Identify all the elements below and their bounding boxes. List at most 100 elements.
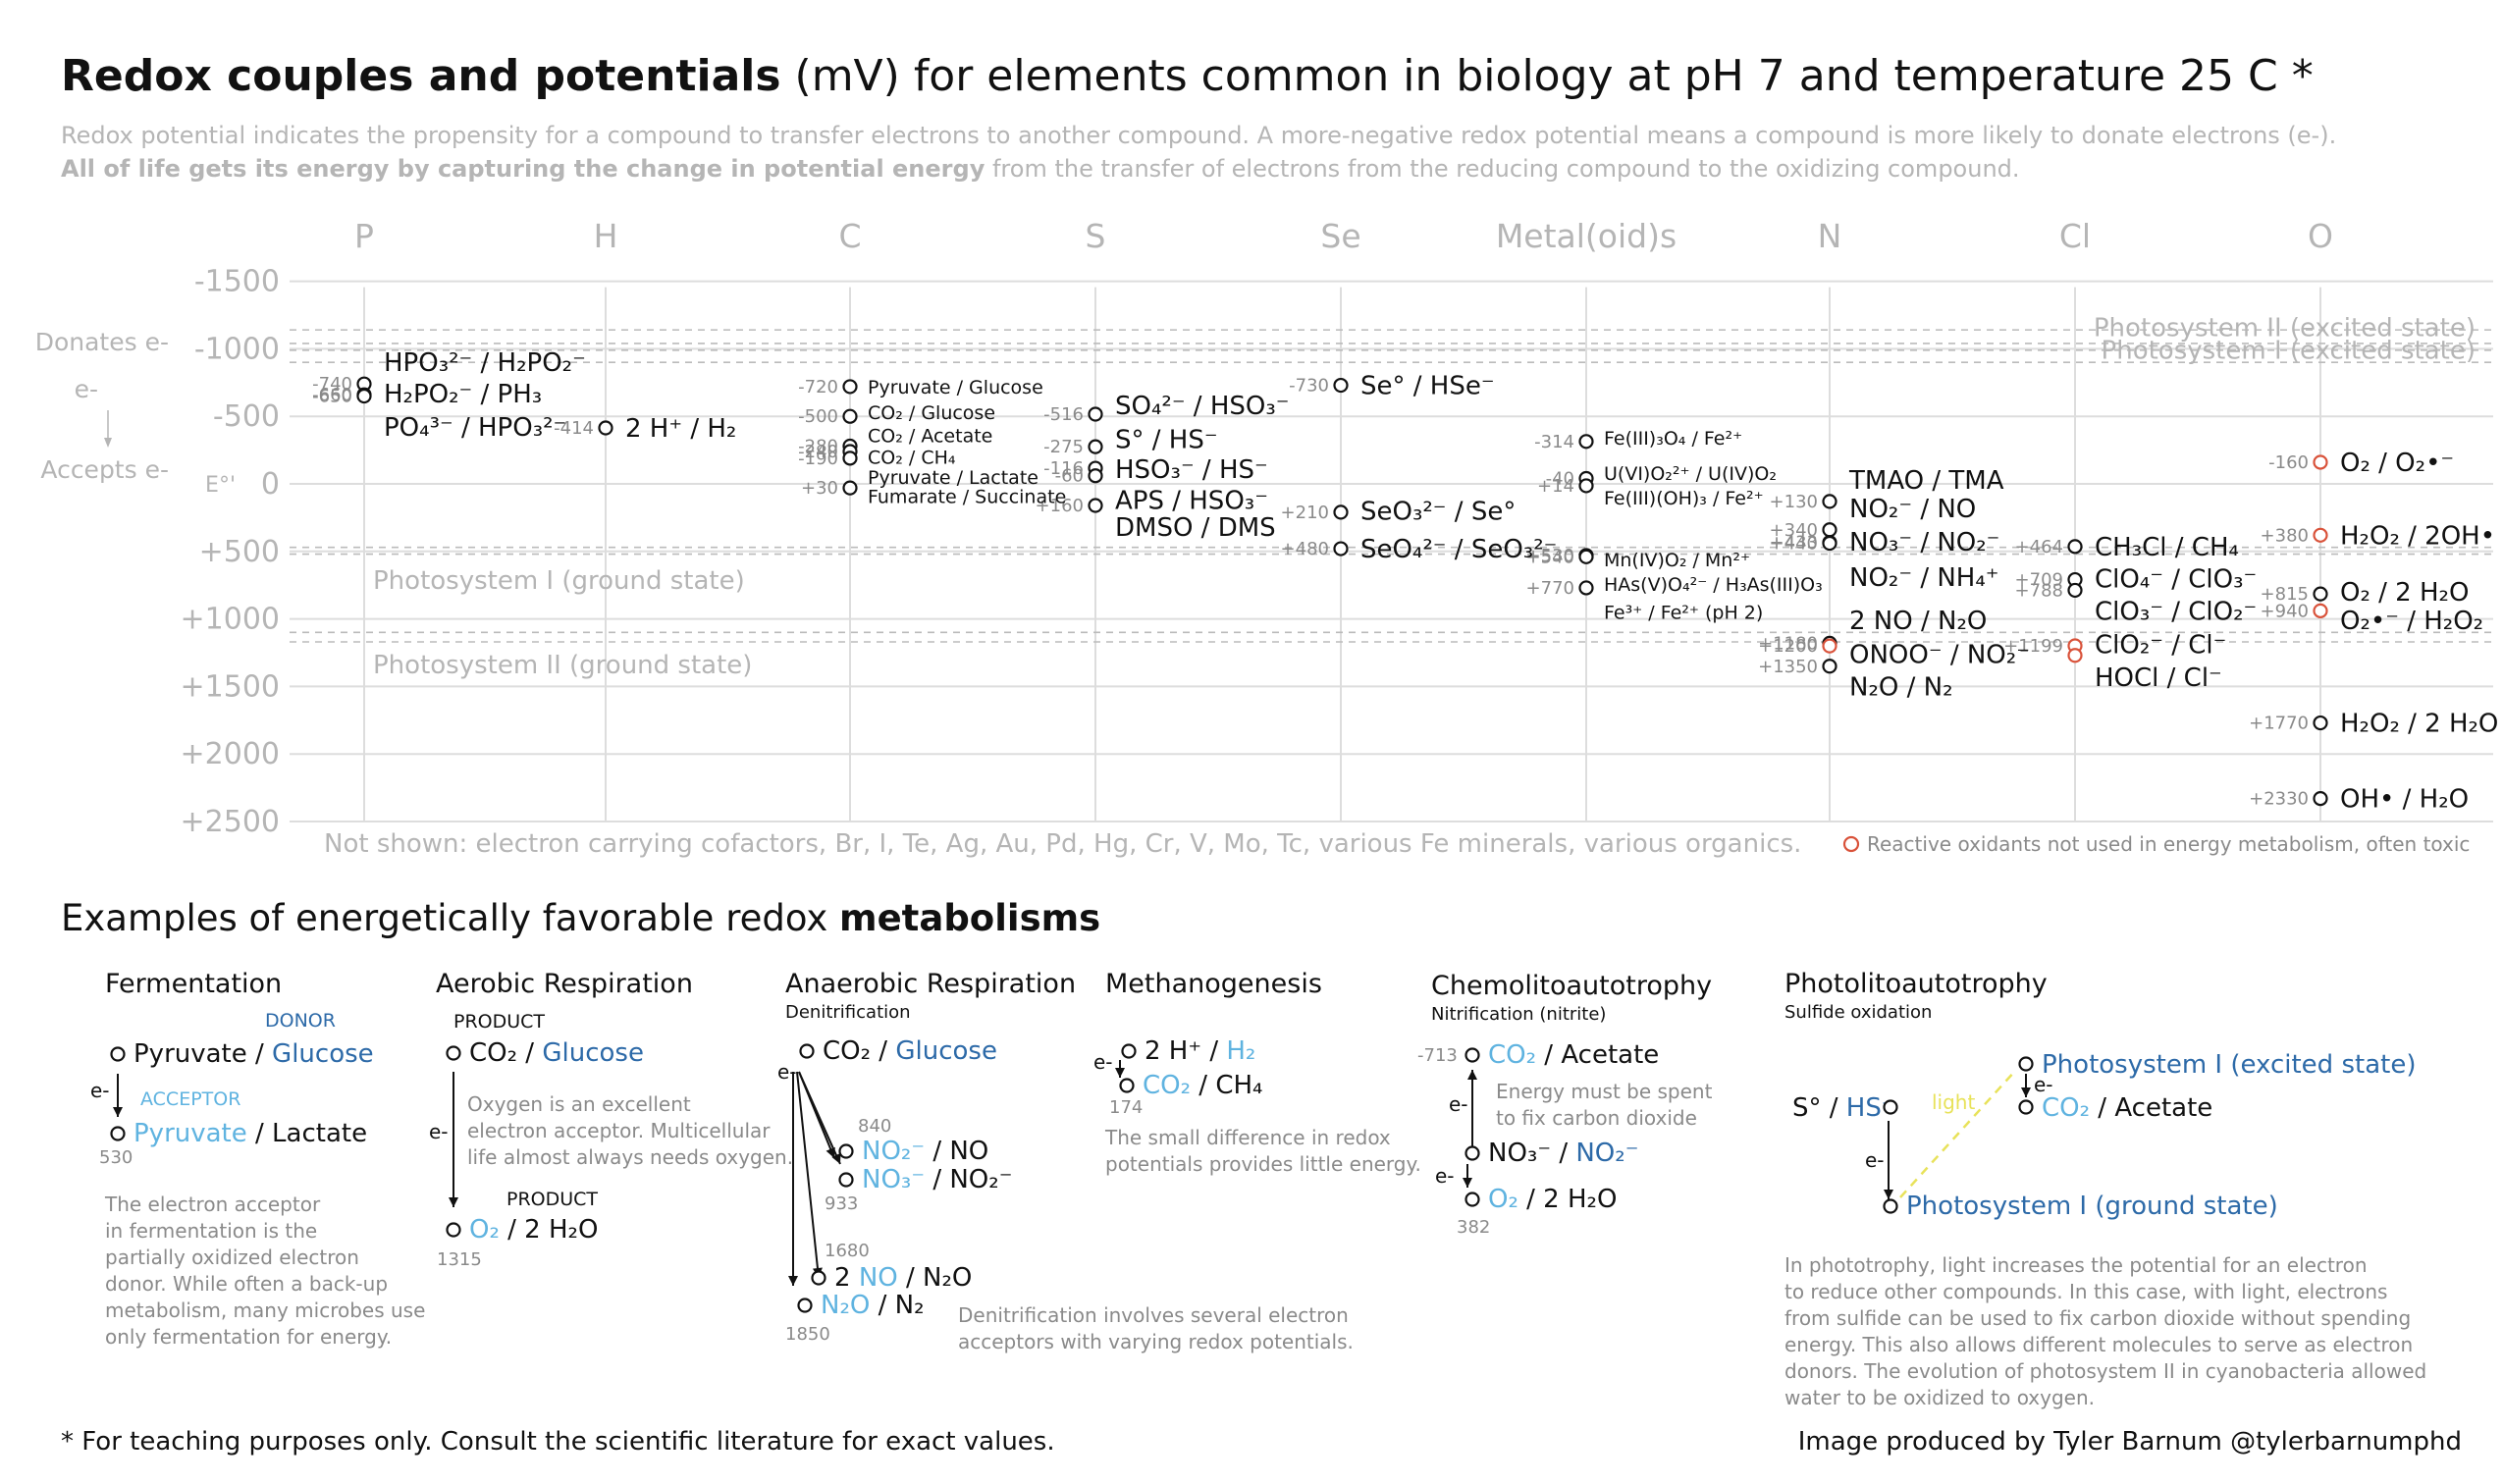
chemo-value-bottom: 382 (1457, 1217, 1490, 1238)
column-header-8: O (2308, 217, 2333, 255)
methanogenesis-note-line-0: The small difference in redox (1104, 1126, 1391, 1149)
redox-couple-labels: HPO₃²⁻ / H₂PO₂⁻H₂PO₂⁻ / PH₃ PO₄³⁻ / HPO₃²… (384, 348, 2498, 814)
methanogenesis-note-line-1: potentials provides little energy. (1105, 1152, 1421, 1176)
photo-e-1: e- (1865, 1148, 1885, 1172)
methanogenesis-bottom-point (1119, 1078, 1135, 1093)
redox-point-value-16: +210 (1281, 503, 1329, 523)
column-header-5: Metal(oid)s (1496, 217, 1677, 255)
axes: P H C S Se Metal(oid)s N Cl O -1500 -1000 -500 0 +500… (35, 217, 2333, 839)
redox-point-value-15: -730 (1289, 376, 1329, 397)
grid (290, 280, 2493, 822)
anaerobic-r2-point (838, 1172, 854, 1188)
redox-point-value-27: +440 (1770, 534, 1818, 555)
redox-point-35 (2067, 648, 2083, 663)
redox-point-value-36: -160 (2268, 452, 2309, 473)
chemo-bottom-point (1465, 1192, 1480, 1207)
aerobic-bottom-point (446, 1222, 461, 1238)
chemo-e-1: e- (1449, 1092, 1468, 1116)
anaerobic-r1: NO₂⁻ / NO (862, 1137, 988, 1166)
chemo-subtitle: Nitrification (nitrite) (1431, 1004, 1606, 1025)
redox-point-value-11: -275 (1043, 437, 1084, 457)
y-tick-label-3: 0 (261, 467, 280, 502)
redox-point-5 (842, 408, 858, 424)
redox-point-17 (1333, 541, 1349, 556)
redox-couple-10: SO₄²⁻ / HSO₃⁻ (1115, 392, 1290, 421)
reactive-legend-icon (1842, 835, 1860, 853)
photo-e-2: e- (2034, 1073, 2053, 1096)
photo-arrow-down-head (1884, 1190, 1893, 1199)
redox-couple-12: HSO₃⁻ / HS⁻ (1115, 455, 1268, 485)
redox-couple-40: H₂O₂ / 2 H₂O (2340, 710, 2498, 739)
redox-point-value-5: -500 (798, 406, 838, 427)
subtitle-line-2: All of life gets its energy by capturing… (61, 155, 2020, 183)
not-shown-note: Not shown: electron carrying cofactors, … (324, 829, 1801, 859)
fermentation-note-line-1: in fermentation is the (105, 1219, 317, 1243)
redox-couple-17: SeO₄²⁻ / SeO₃²⁻ (1360, 535, 1557, 564)
examples-title-plain: Examples of energetically favorable redo… (61, 897, 840, 939)
redox-couple-37: H₂O₂ / 2OH• (2340, 521, 2495, 551)
redox-diagram: Photosystem II (excited state)Photosyste… (35, 217, 2499, 1409)
methanogenesis-title: Methanogenesis (1105, 969, 1322, 999)
chemo-bottom: O₂ / 2 H₂O (1488, 1185, 1617, 1214)
photo-note-line-4: donors. The evolution of photosystem II … (1784, 1359, 2426, 1383)
title-rest: (mV) for elements common in biology at p… (780, 51, 2314, 101)
redox-point-value-24: +130 (1770, 492, 1818, 512)
redox-couple-20: Fe(III)(OH)₃ / Fe²⁺ (1604, 488, 1764, 509)
anaerobic-r3-point (811, 1270, 826, 1286)
photo-donor-point (1883, 1099, 1898, 1115)
redox-couple-16: SeO₃²⁻ / Se° (1360, 498, 1516, 527)
anaerobic-value-3: 1680 (825, 1241, 870, 1261)
examples-title: Examples of energetically favorable redo… (61, 897, 1100, 939)
e-label: e- (75, 375, 98, 403)
photo-donor: S° / HS⁻ (1792, 1093, 1895, 1123)
redox-point-16 (1333, 504, 1349, 520)
photo-title: Photolitoautotrophy (1784, 969, 2048, 999)
column-header-3: S (1086, 217, 1106, 255)
redox-point-15 (1333, 377, 1349, 394)
reference-lines: Photosystem II (excited state)Photosyste… (290, 313, 2493, 680)
redox-couple-15: Se° / HSe⁻ (1360, 372, 1495, 401)
redox-couple-34: ClO₂⁻ / Cl⁻ (2095, 631, 2226, 661)
fermentation-acceptor: Pyruvate / Lactate (133, 1119, 367, 1148)
redox-point-value-1: -660 (312, 385, 352, 405)
redox-couple-1: H₂PO₂⁻ / PH₃ (384, 380, 542, 409)
fermentation-arrow-head (113, 1107, 123, 1117)
anaerobic-r4: N₂O / N₂ (821, 1291, 925, 1320)
redox-couple-31: CH₃Cl / CH₄ (2095, 533, 2239, 562)
anaerobic-top: CO₂ / Glucose (823, 1036, 997, 1066)
page-title: Redox couples and potentials (mV) for el… (61, 51, 2314, 101)
redox-couple-18: Fe(III)₃O₄ / Fe²⁺ (1604, 428, 1742, 450)
redox-point-value-28: +1180 (1758, 633, 1818, 654)
chemo-mid-point (1465, 1145, 1480, 1161)
redox-point-value-21: +530 (1526, 546, 1574, 566)
redox-point-27 (1822, 535, 1837, 552)
redox-point-value-20: +14 (1537, 476, 1574, 497)
redox-point-value-40: +1770 (2249, 714, 2309, 734)
redox-point-9 (842, 480, 858, 496)
photo-note-line-0: In phototrophy, light increases the pote… (1784, 1253, 2368, 1277)
fermentation-note-line-3: donor. While often a back-up (105, 1272, 388, 1296)
redox-couple-2: PO₄³⁻ / HPO₃²⁻ (384, 413, 566, 443)
redox-point-value-32: +709 (2015, 570, 2063, 591)
fermentation-acceptor-tag: ACCEPTOR (140, 1088, 240, 1110)
redox-couple-22: HAs(V)O₄²⁻ / H₃As(III)O₃ (1604, 574, 1823, 596)
redox-point-value-19: -40 (1546, 468, 1574, 489)
column-header-4: Se (1320, 217, 1360, 255)
aerobic-product-top: PRODUCT (453, 1011, 545, 1033)
anaerobic-value-4: 1850 (785, 1324, 830, 1345)
redox-point-25 (1822, 522, 1837, 538)
redox-point-4 (842, 379, 858, 395)
redox-couple-23: Fe³⁺ / Fe²⁺ (pH 2) (1604, 603, 1763, 624)
redox-point-value-0: -740 (312, 374, 352, 395)
accepts-label: Accepts e- (40, 455, 169, 484)
anaerobic-top-point (799, 1043, 815, 1059)
redox-point-36 (2313, 454, 2328, 470)
redox-couple-29: ONOO⁻ / NO₂⁻ (1849, 640, 2030, 669)
fermentation-donor: Pyruvate / Glucose (133, 1039, 374, 1069)
redox-point-37 (2313, 527, 2328, 543)
redox-point-value-41: +2330 (2249, 789, 2309, 810)
ps1-ground-label: Photosystem I (ground state) (373, 566, 745, 596)
redox-points: -740-660-650 -414 -720 -500 -280-240-190 +30 -… (312, 374, 2328, 810)
redox-couple-6: CO₂ / Acetate (868, 425, 992, 447)
fermentation-e: e- (90, 1079, 110, 1102)
